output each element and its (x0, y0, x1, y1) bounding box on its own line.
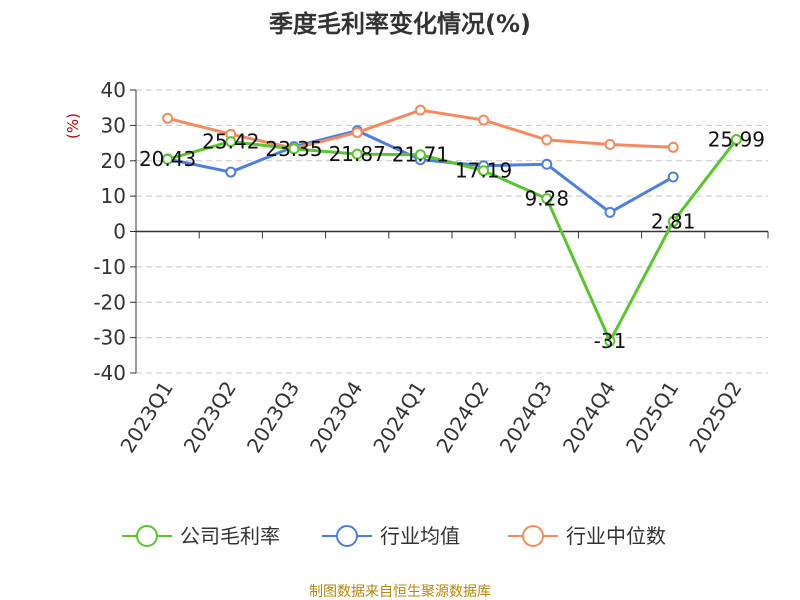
series-point-0 (730, 134, 742, 146)
y-tick-label: -40 (93, 361, 126, 385)
series-point-2 (541, 134, 553, 146)
series-point-0 (541, 193, 553, 205)
x-tick-label: 2023Q4 (305, 377, 367, 457)
data-label: 21.87 (329, 142, 386, 166)
data-label: -31 (594, 329, 627, 353)
series-point-2 (351, 126, 363, 138)
grid-lines (136, 89, 768, 374)
legend: 公司毛利率 行业均值 行业中位数 (122, 524, 666, 548)
y-tick-label: 20 (101, 149, 126, 173)
y-tick-label: -30 (93, 326, 126, 350)
series-point-0 (351, 148, 363, 160)
legend-marker (522, 525, 544, 547)
y-tick-labels: 40 30 20 10 0 -10 -20 -30 -40 (93, 78, 126, 385)
series-point-0 (604, 335, 616, 347)
series-layer (162, 104, 742, 347)
data-label: 17.19 (455, 159, 512, 183)
series-point-0 (414, 149, 426, 161)
series-point-0 (667, 216, 679, 228)
x-tick-label: 2024Q2 (431, 377, 493, 457)
legend-marker (136, 525, 158, 547)
series-point-0 (288, 143, 300, 155)
series-point-1 (225, 166, 237, 178)
series-point-0 (162, 153, 174, 165)
x-tick-label: 2024Q1 (368, 377, 430, 457)
x-tick-label: 2024Q3 (495, 377, 557, 457)
data-label: 25.99 (708, 128, 765, 152)
data-label: 23.35 (265, 137, 322, 161)
chart-title: 季度毛利率变化情况(%) (269, 10, 531, 38)
axes (130, 89, 769, 374)
legend-label: 行业中位数 (566, 524, 666, 548)
data-label: 21.71 (392, 143, 449, 167)
legend-marker (336, 525, 358, 547)
source-note: 制图数据来自恒生聚源数据库 (309, 584, 491, 600)
data-label: 2.81 (651, 210, 696, 234)
series-point-2 (478, 114, 490, 126)
series-line-0 (167, 138, 738, 343)
series-point-2 (414, 104, 426, 116)
y-tick-label: 10 (101, 184, 126, 208)
series-point-1 (541, 158, 553, 170)
x-tick-labels: 2023Q1 2023Q2 2023Q3 2023Q4 2024Q1 2024Q2 2024… (115, 377, 746, 457)
series-point-2 (604, 138, 616, 150)
series-point-0 (225, 136, 237, 148)
data-label: 25.42 (202, 130, 259, 154)
y-tick-label: 0 (113, 220, 126, 244)
series-point-1 (667, 171, 679, 183)
series-point-0 (478, 165, 490, 177)
y-tick-label: -20 (93, 290, 126, 314)
x-tick-label: 2023Q1 (115, 377, 177, 457)
x-tick-label: 2025Q2 (684, 377, 746, 457)
x-tick-label: 2025Q1 (621, 377, 683, 457)
data-label: 20.43 (139, 147, 196, 171)
legend-label: 公司毛利率 (180, 524, 280, 548)
series-point-1 (604, 206, 616, 218)
series-point-2 (162, 112, 174, 124)
y-tick-label: 30 (101, 113, 126, 137)
data-label: 9.28 (525, 187, 570, 211)
series-point-2 (667, 141, 679, 153)
y-axis-label: (%) (64, 113, 82, 139)
legend-label: 行业均值 (380, 524, 460, 548)
x-tick-label: 2023Q2 (179, 377, 241, 457)
x-tick-label: 2023Q3 (242, 377, 304, 457)
y-tick-label: -10 (93, 255, 126, 279)
y-tick-label: 40 (101, 78, 126, 102)
x-tick-label: 2024Q4 (558, 377, 620, 457)
